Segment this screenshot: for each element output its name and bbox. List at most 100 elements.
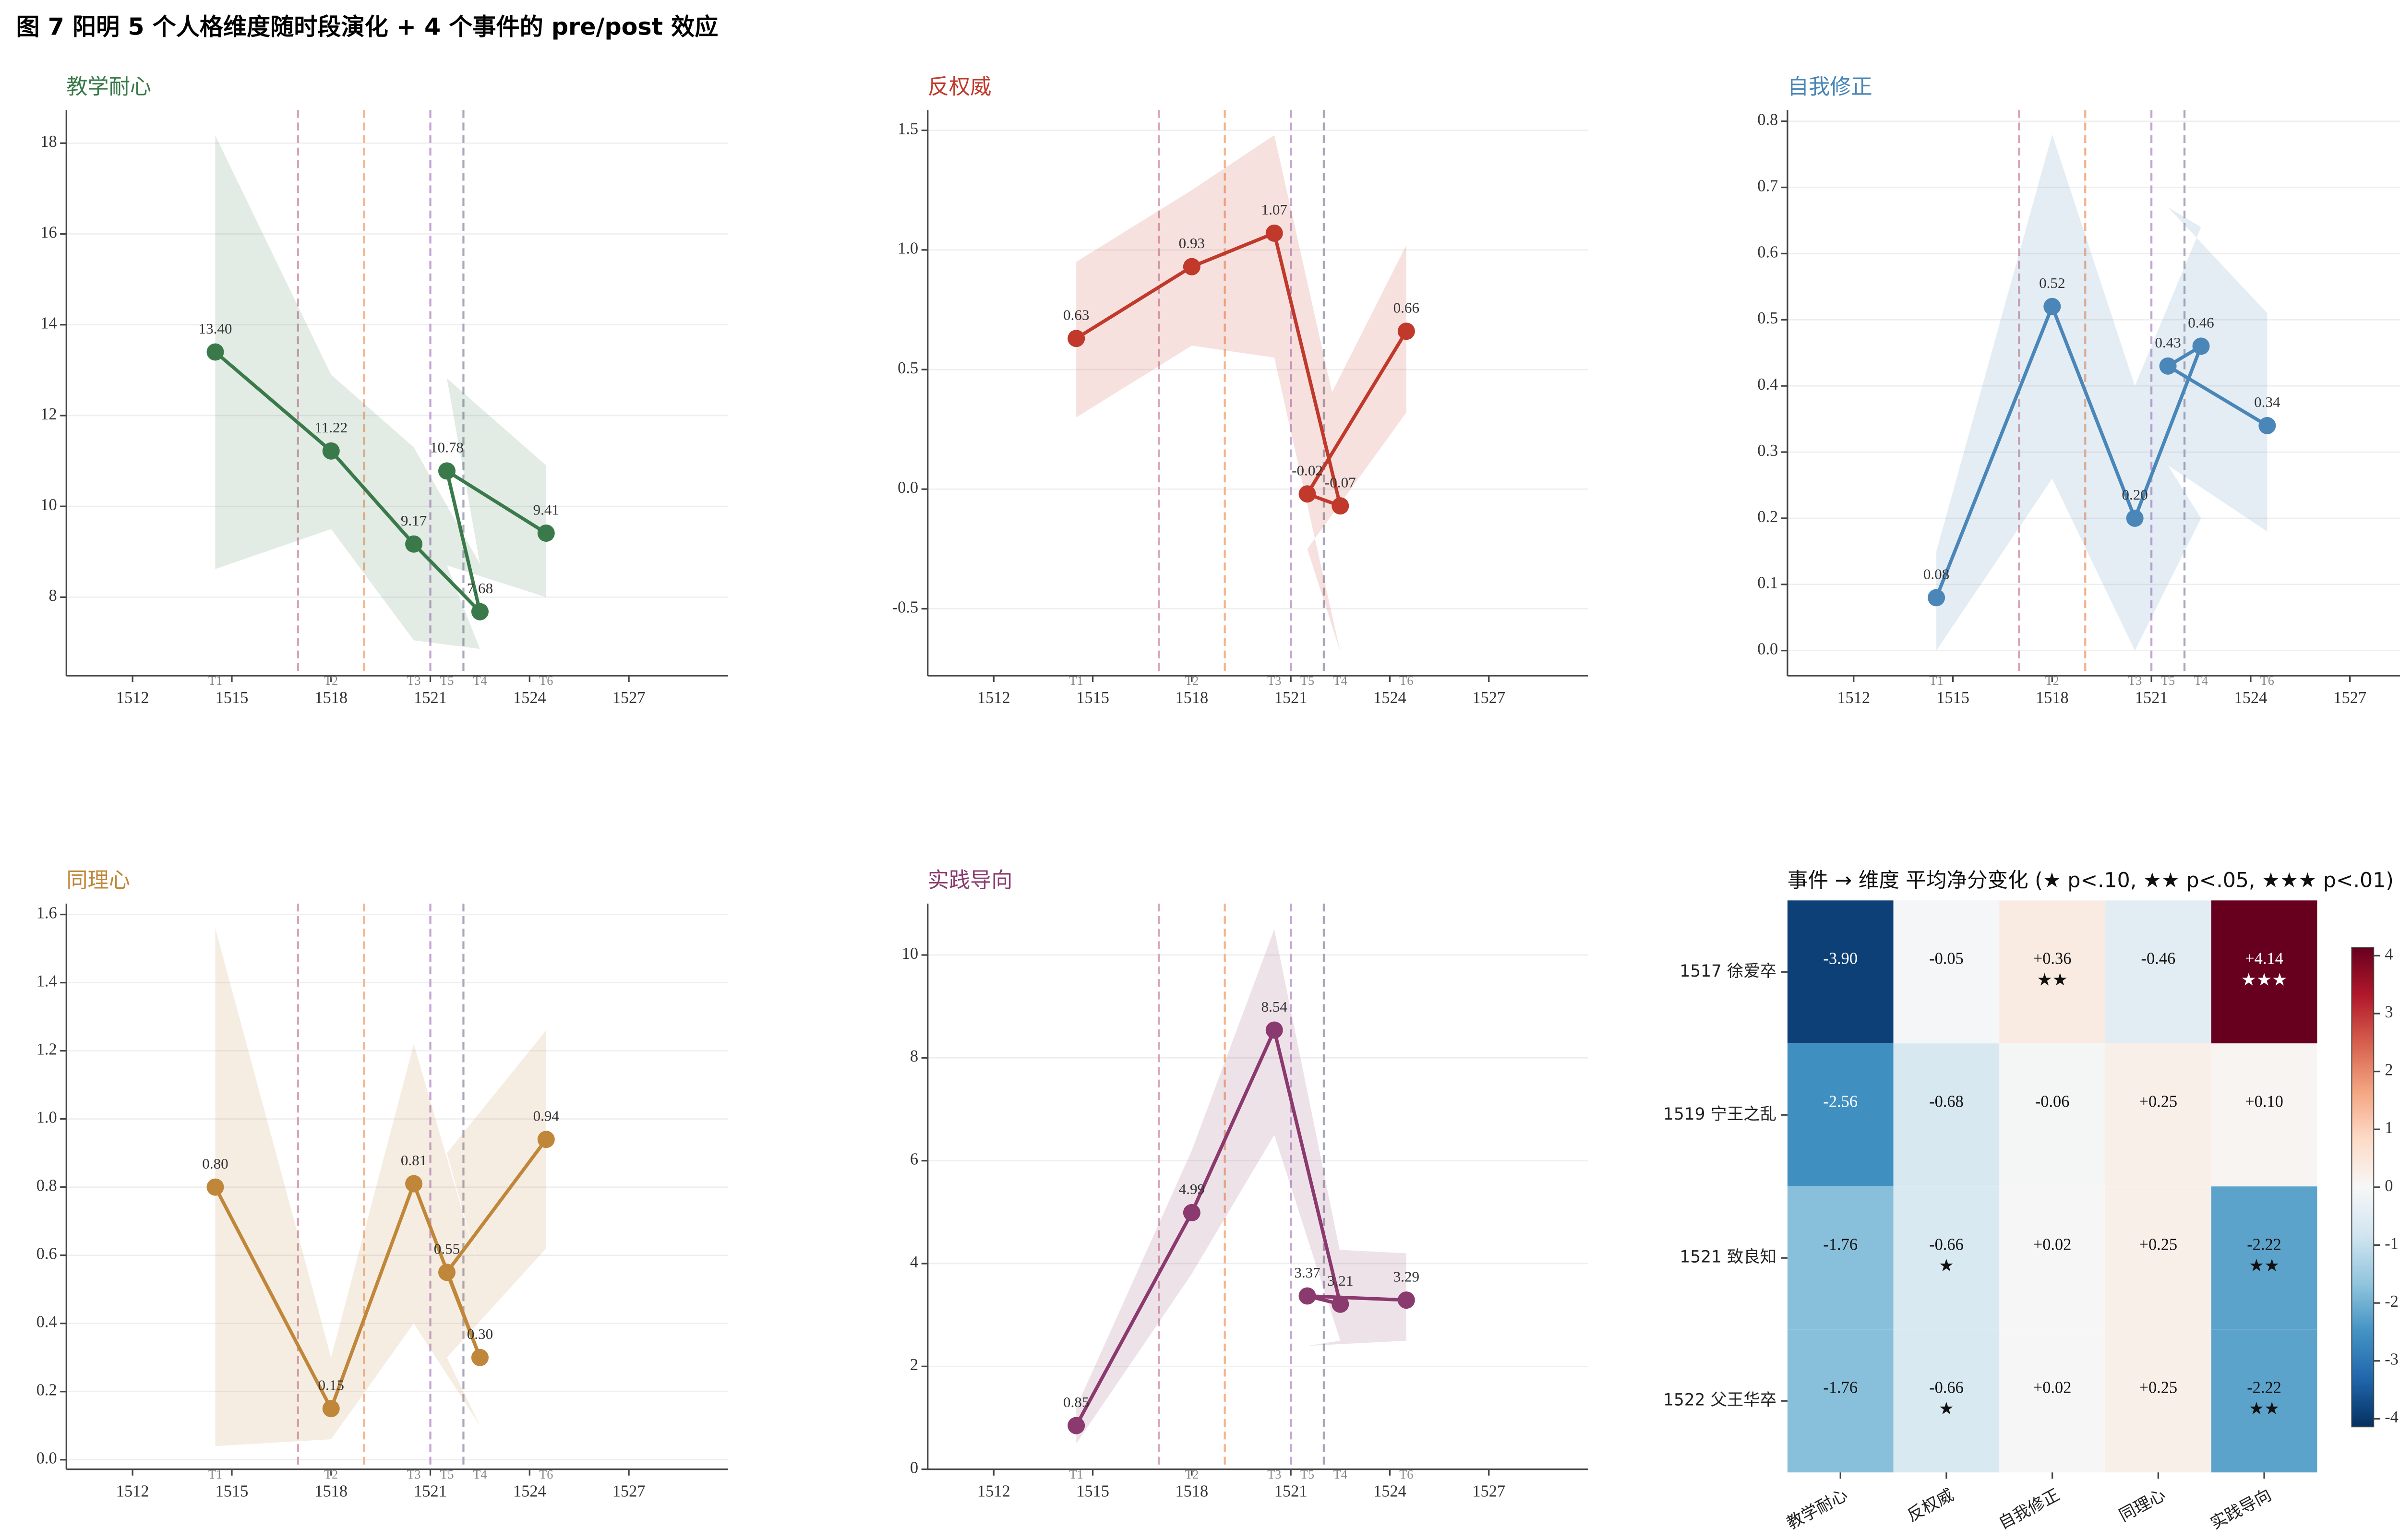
value-label: 0.30 <box>467 1325 493 1342</box>
value-label: 9.41 <box>533 501 559 518</box>
point <box>471 603 489 621</box>
cell-label: +0.25 <box>2139 1236 2178 1254</box>
y-tick-label: 0.0 <box>36 1449 57 1468</box>
panel-title: 实践导向 <box>928 868 1013 893</box>
y-tick-label: 0.4 <box>1757 375 1778 394</box>
point <box>2258 417 2276 434</box>
point <box>1332 1295 1349 1313</box>
x-tick-label: 1512 <box>116 1482 149 1501</box>
value-label: 13.40 <box>199 320 232 337</box>
point <box>438 1264 456 1281</box>
heatmap-cell <box>2105 1043 2211 1187</box>
colorbar-tick-label: 2 <box>2385 1061 2393 1079</box>
colorbar-tick-label: 3 <box>2385 1003 2393 1021</box>
x-tick-label: 1512 <box>977 689 1010 707</box>
x-tick-label: 1518 <box>2036 689 2069 707</box>
y-tick-label: 0.6 <box>36 1245 57 1263</box>
heatmap-cell <box>2211 900 2317 1044</box>
y-tick-label: 14 <box>40 314 57 333</box>
value-label: 3.21 <box>1327 1272 1353 1289</box>
point <box>1332 497 1349 515</box>
point <box>2043 298 2061 315</box>
x-tick-label: 1527 <box>612 1482 646 1501</box>
y-tick-label: 0.3 <box>1757 442 1778 460</box>
confidence-band <box>215 135 546 649</box>
value-label: 0.93 <box>1179 235 1205 251</box>
point <box>405 1175 423 1193</box>
y-tick-label: 0.5 <box>1757 309 1778 327</box>
point <box>438 462 456 480</box>
x-tick-label: 1524 <box>513 689 546 707</box>
point <box>1068 330 1085 347</box>
panel-title: 自我修正 <box>1788 74 1872 99</box>
y-tick-label: 4 <box>910 1253 918 1271</box>
figure-title: 图 7 阳明 5 个人格维度随时段演化 + 4 个事件的 pre/post 效应 <box>16 12 719 40</box>
x-tick-label: 1515 <box>1936 689 1969 707</box>
column-label: 反权威 <box>1904 1485 1957 1526</box>
point <box>322 442 340 460</box>
column-label: 教学耐心 <box>1784 1485 1851 1533</box>
cell-label: -0.68 <box>1929 1093 1964 1111</box>
y-tick-label: 0.8 <box>1757 111 1778 129</box>
cell-label: -3.90 <box>1823 950 1858 968</box>
heatmap-cell <box>1999 900 2105 1044</box>
y-tick-label: 0.0 <box>898 478 918 497</box>
y-tick-label: 0 <box>910 1459 918 1477</box>
cell-stars: ★★ <box>2249 1399 2280 1419</box>
cell-label: -0.66 <box>1929 1379 1964 1397</box>
point <box>2192 337 2210 355</box>
value-label: 1.07 <box>1261 201 1287 218</box>
heatmap-cell <box>1787 1186 1894 1330</box>
panel-title: 同理心 <box>66 868 130 893</box>
cell-stars: ★ <box>1939 1256 1954 1276</box>
y-tick-label: 0.7 <box>1757 177 1778 195</box>
row-label: 1522 父王华卒 <box>1663 1391 1776 1410</box>
y-tick-label: 0.6 <box>1757 243 1778 261</box>
heatmap-cell <box>1999 1329 2105 1473</box>
y-tick-label: 0.0 <box>1757 640 1778 658</box>
point <box>471 1349 489 1366</box>
x-tick-label: 1524 <box>1373 689 1406 707</box>
x-tick-label: 1518 <box>314 689 348 707</box>
value-label: 0.15 <box>318 1377 344 1394</box>
y-tick-label: 1.2 <box>36 1040 57 1058</box>
row-label: 1519 宁王之乱 <box>1663 1105 1776 1124</box>
heatmap-cell <box>1893 1043 2000 1187</box>
value-label: 10.78 <box>430 439 464 456</box>
heatmap-cell <box>1893 900 2000 1044</box>
colorbar-tick-label: -1 <box>2385 1234 2399 1253</box>
y-tick-label: 1.6 <box>36 904 57 922</box>
heatmap-cell <box>2105 900 2211 1044</box>
x-tick-label: 1512 <box>1837 689 1870 707</box>
x-tick-label: 1515 <box>1076 689 1109 707</box>
heatmap-cell <box>1893 1186 2000 1330</box>
cell-stars: ★★ <box>2037 970 2068 990</box>
value-label: 11.22 <box>314 419 348 436</box>
value-label: 7.68 <box>467 580 493 597</box>
cell-label: +0.25 <box>2139 1093 2178 1111</box>
x-tick-label: 1515 <box>1076 1482 1109 1501</box>
cell-label: +0.25 <box>2139 1379 2178 1397</box>
column-label: 同理心 <box>2116 1485 2169 1526</box>
y-tick-label: 0.8 <box>36 1177 57 1195</box>
colorbar-tick-label: -2 <box>2385 1292 2399 1311</box>
row-label: 1517 徐爱卒 <box>1680 962 1776 981</box>
x-tick-label: 1524 <box>2234 689 2268 707</box>
point <box>2159 357 2177 375</box>
heatmap-cell <box>2211 1043 2317 1187</box>
heatmap-cell <box>1999 1186 2105 1330</box>
x-tick-label: 1521 <box>414 1482 447 1501</box>
series-line <box>1075 1025 1406 1427</box>
y-tick-label: 18 <box>40 132 57 151</box>
point <box>405 535 423 553</box>
confidence-band <box>1076 135 1406 652</box>
heatmap-cell <box>2105 1329 2211 1473</box>
point <box>1397 1291 1415 1309</box>
heatmap-cell <box>1999 1043 2105 1187</box>
point <box>1298 485 1316 503</box>
cell-stars: ★★ <box>2249 1256 2280 1276</box>
series-line <box>1075 231 1408 509</box>
point <box>1265 224 1283 242</box>
confidence-band <box>1936 134 2268 651</box>
confidence-band <box>1076 929 1406 1444</box>
